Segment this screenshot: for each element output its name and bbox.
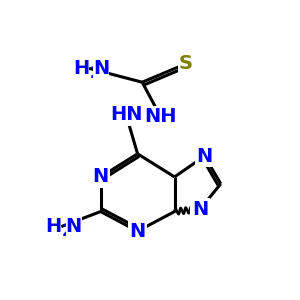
Text: H: H [73, 59, 89, 78]
Text: N: N [192, 200, 208, 219]
Text: N: N [92, 167, 109, 186]
Text: N: N [65, 217, 82, 236]
Text: N: N [130, 222, 146, 241]
Text: S: S [179, 54, 193, 73]
Text: 2: 2 [62, 224, 73, 239]
Text: HN: HN [110, 105, 142, 124]
Text: N: N [196, 147, 213, 166]
Text: N: N [93, 59, 110, 78]
Text: 2: 2 [89, 66, 100, 81]
Text: H: H [45, 217, 62, 236]
Text: NH: NH [144, 107, 177, 126]
